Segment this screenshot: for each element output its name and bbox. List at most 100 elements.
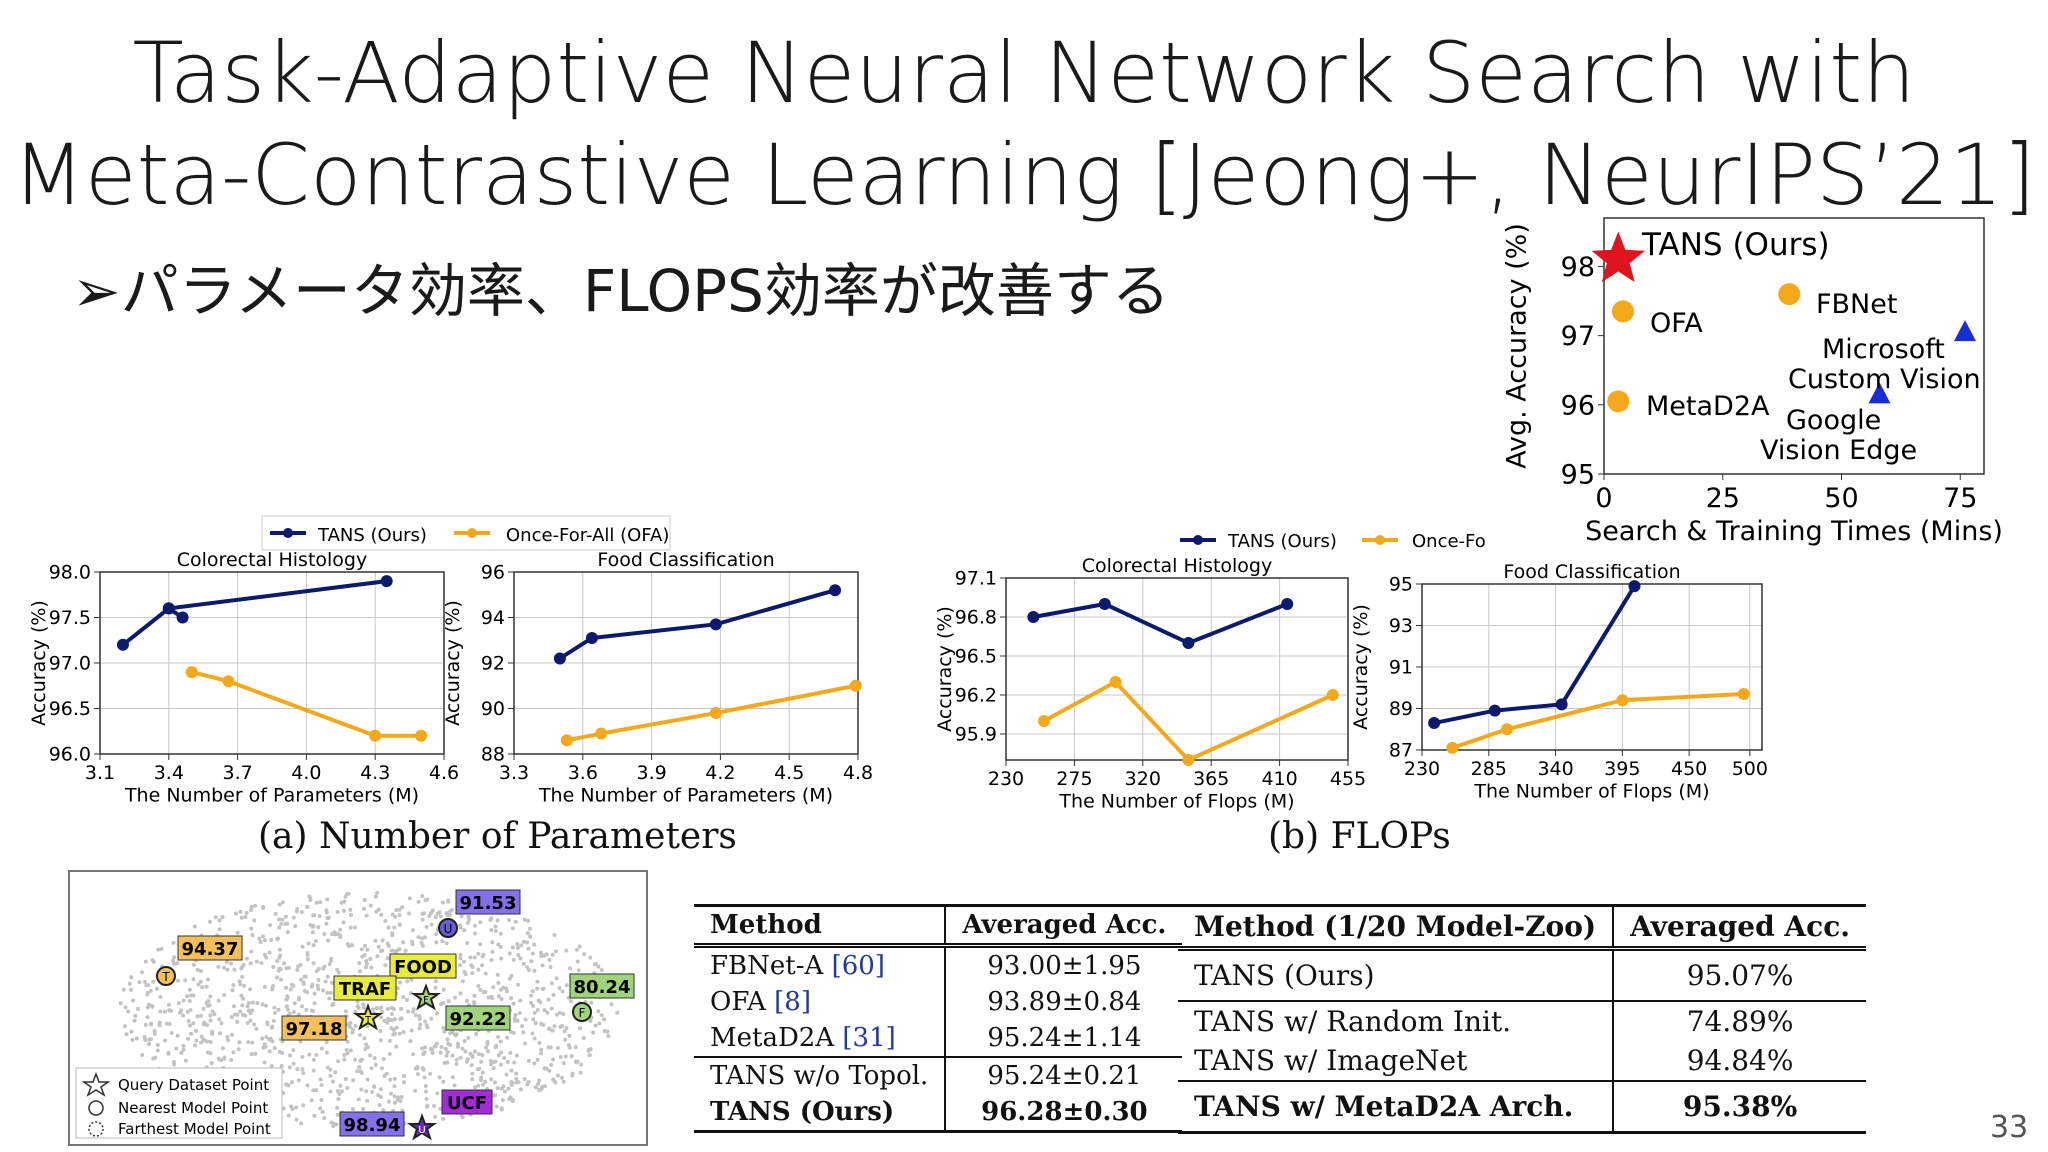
tsne-dot — [418, 1022, 423, 1027]
tsne-legend-frame — [75, 1067, 283, 1139]
tsne-dot — [386, 1016, 391, 1021]
tsne-dot — [551, 1057, 556, 1062]
x-tick-label: 3.6 — [568, 762, 598, 784]
tsne-dot — [486, 1049, 491, 1054]
tsne-dot — [368, 956, 373, 961]
y-axis-label: Accuracy (%) — [442, 600, 464, 726]
x-axis-label: The Number of Parameters (M) — [538, 785, 833, 807]
legend-flops-tans-label: TANS (Ours) — [1227, 531, 1337, 552]
marker-u-star-text: U — [418, 1125, 425, 1136]
tsne-dot — [260, 1002, 265, 1007]
tsne-dot — [193, 1043, 198, 1048]
scatter-point — [1778, 283, 1801, 306]
tsne-dot — [496, 994, 501, 999]
tsne-dot — [145, 992, 150, 997]
tsne-dot — [561, 1012, 566, 1017]
tsne-dot — [357, 1065, 362, 1070]
tsne-dot — [422, 911, 427, 916]
tsne-dot — [609, 1002, 614, 1007]
table-method-accuracy: Method Averaged Acc. FBNet-A [60] 93.00±… — [694, 904, 1183, 1133]
tsne-dot — [523, 1041, 528, 1046]
tsne-dot — [171, 1059, 176, 1064]
table1-row-ours: TANS (Ours) 96.28±0.30 — [694, 1094, 1183, 1133]
tsne-dot — [300, 1004, 305, 1009]
tsne-dot — [368, 903, 373, 908]
table1-method-name: OFA — [710, 987, 766, 1017]
tsne-dot — [299, 1121, 304, 1126]
tsne-dot — [434, 932, 439, 937]
tsne-dot — [445, 913, 450, 918]
tsne-dot — [348, 907, 353, 912]
tsne-dot — [246, 1000, 251, 1005]
tsne-dot — [461, 959, 466, 964]
chart-flops_food: 230 285 340 395 450 500 87 89 91 93 95 Food Classif… — [1350, 561, 1768, 803]
tsne-dot — [567, 1033, 572, 1038]
tsne-dot — [536, 1081, 541, 1086]
tsne-dot — [554, 976, 559, 981]
tsne-dot — [420, 943, 425, 948]
tsne-dot — [346, 1022, 351, 1027]
tsne-dot — [493, 924, 498, 929]
tsne-dot — [420, 936, 425, 941]
tsne-dot — [262, 952, 267, 957]
marker-t-left-text: T — [161, 970, 170, 984]
y-axis-label: Accuracy (%) — [934, 606, 956, 732]
tsne-dot — [406, 1009, 411, 1014]
tsne-dot — [377, 1103, 382, 1108]
marker-u-top-text: U — [444, 922, 453, 936]
tsne-dot — [376, 907, 381, 912]
table2-header-acc: Averaged Acc. — [1612, 904, 1866, 951]
tsne-dot — [282, 961, 287, 966]
tsne-dot — [439, 1045, 444, 1050]
x-tick-label: 230 — [988, 768, 1024, 790]
tsne-dot — [185, 1009, 190, 1014]
tsne-dot — [365, 1024, 370, 1029]
tsne-dot — [235, 1012, 240, 1017]
tsne-dot — [351, 1078, 356, 1083]
x-tick-label: 4.6 — [429, 762, 459, 784]
tsne-dot — [143, 959, 148, 964]
tsne-legend-query: Query Dataset Point — [118, 1076, 269, 1094]
tsne-dot — [323, 979, 328, 984]
tsne-dot — [369, 965, 374, 970]
tsne-dot — [510, 945, 515, 950]
series-line — [191, 670, 422, 738]
x-tick-label: 50 — [1824, 483, 1858, 514]
y-tick-label: 98.0 — [49, 562, 91, 584]
tsne-dot — [277, 1049, 282, 1054]
legend-ofa-label: Once-For-All (OFA) — [506, 525, 669, 546]
tsne-dot — [311, 913, 316, 918]
tsne-dot — [213, 915, 218, 920]
tsne-dot — [415, 1064, 420, 1069]
tsne-dot — [305, 957, 310, 962]
tsne-dot — [290, 1107, 295, 1112]
tsne-dot — [513, 919, 518, 924]
tsne-dot — [588, 1018, 593, 1023]
tsne-dot — [615, 1010, 620, 1015]
tsne-dot — [539, 1051, 544, 1056]
table1-header-acc: Averaged Acc. — [944, 904, 1183, 948]
tag-97-18-text: 97.18 — [286, 1019, 343, 1040]
tsne-dot — [242, 983, 247, 988]
tsne-dot — [236, 1047, 241, 1052]
y-tick-label: 96 — [481, 562, 505, 584]
series-line — [566, 683, 857, 743]
data-point — [849, 679, 862, 692]
legend-flops: TANS (Ours) Once-Fo — [1180, 531, 1486, 552]
tsne-dot — [330, 1079, 335, 1084]
tsne-dot — [313, 939, 318, 944]
tsne-dot — [392, 1076, 397, 1081]
tsne-legend: Query Dataset Point Nearest Model Point … — [75, 1067, 283, 1139]
tsne-dot — [479, 1059, 484, 1064]
tsne-dot — [338, 927, 343, 932]
tsne-dot — [462, 1039, 467, 1044]
tsne-dot — [463, 1049, 468, 1054]
tsne-dot — [171, 958, 176, 963]
tsne-dot — [268, 1036, 273, 1041]
tsne-dot — [360, 954, 365, 959]
tsne-dot — [261, 904, 266, 909]
tsne-dot — [364, 965, 369, 970]
tsne-dot — [349, 913, 354, 918]
tsne-dot — [286, 1083, 291, 1088]
tsne-dot — [535, 1057, 540, 1062]
